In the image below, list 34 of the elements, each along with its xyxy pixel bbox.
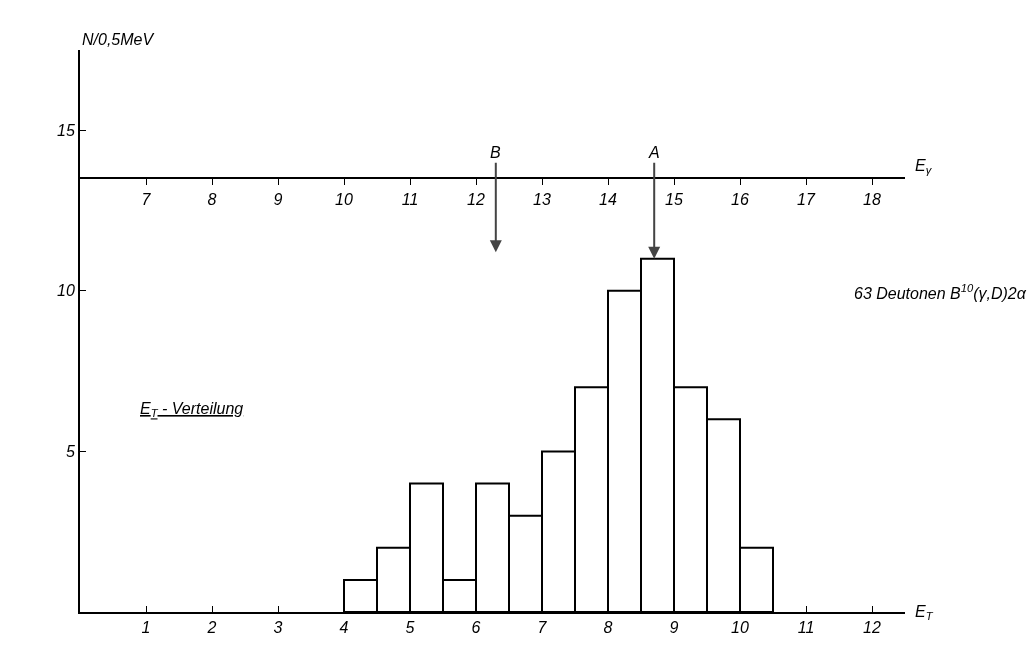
x2-tick-label: 12 bbox=[467, 190, 485, 208]
x-tick-label: 9 bbox=[669, 619, 679, 637]
x-tick-label: 10 bbox=[731, 619, 749, 637]
y-tick-label: 15 bbox=[57, 121, 75, 139]
x-tick-label: 6 bbox=[471, 619, 481, 637]
x-tick-label: 12 bbox=[863, 619, 881, 637]
y-tick-label: 5 bbox=[65, 443, 75, 461]
x2-tick-label: 11 bbox=[401, 190, 419, 208]
annotation: E$_{T}$ - Verteilung bbox=[140, 400, 244, 420]
x2-tick-label: 14 bbox=[599, 190, 617, 208]
x-tick-label: 2 bbox=[206, 619, 217, 637]
x2-tick-label: 10 bbox=[335, 190, 353, 208]
x2-tick-label: 8 bbox=[207, 190, 217, 208]
x-tick-label: 3 bbox=[273, 619, 283, 637]
x-tick-label: 11 bbox=[797, 619, 815, 637]
annotation: 63 Deutonen B$^{10}$(γ,D)2α bbox=[854, 282, 1027, 302]
annotation: B bbox=[490, 144, 501, 161]
x-tick-label: 8 bbox=[603, 619, 613, 637]
annotation: A bbox=[648, 144, 660, 161]
x-tick-label: 7 bbox=[537, 619, 548, 637]
x-tick-label: 4 bbox=[339, 619, 349, 637]
x2-tick-label: 13 bbox=[533, 190, 551, 208]
x-tick-label: 5 bbox=[405, 619, 415, 637]
x-tick-label: 1 bbox=[141, 619, 151, 637]
x-axis-title: E$_{T}$ bbox=[915, 603, 934, 623]
y-tick-label: 10 bbox=[57, 282, 75, 300]
x2-tick-label: 15 bbox=[665, 190, 683, 208]
x2-tick-label: 7 bbox=[141, 190, 152, 208]
y-axis-title: N/0,5MeV bbox=[82, 31, 155, 48]
x2-tick-label: 9 bbox=[273, 190, 283, 208]
x2-tick-label: 17 bbox=[797, 190, 816, 208]
x2-axis-title: E$_{γ}$ bbox=[915, 157, 933, 177]
x2-tick-label: 16 bbox=[731, 190, 749, 208]
x2-tick-label: 18 bbox=[863, 190, 881, 208]
